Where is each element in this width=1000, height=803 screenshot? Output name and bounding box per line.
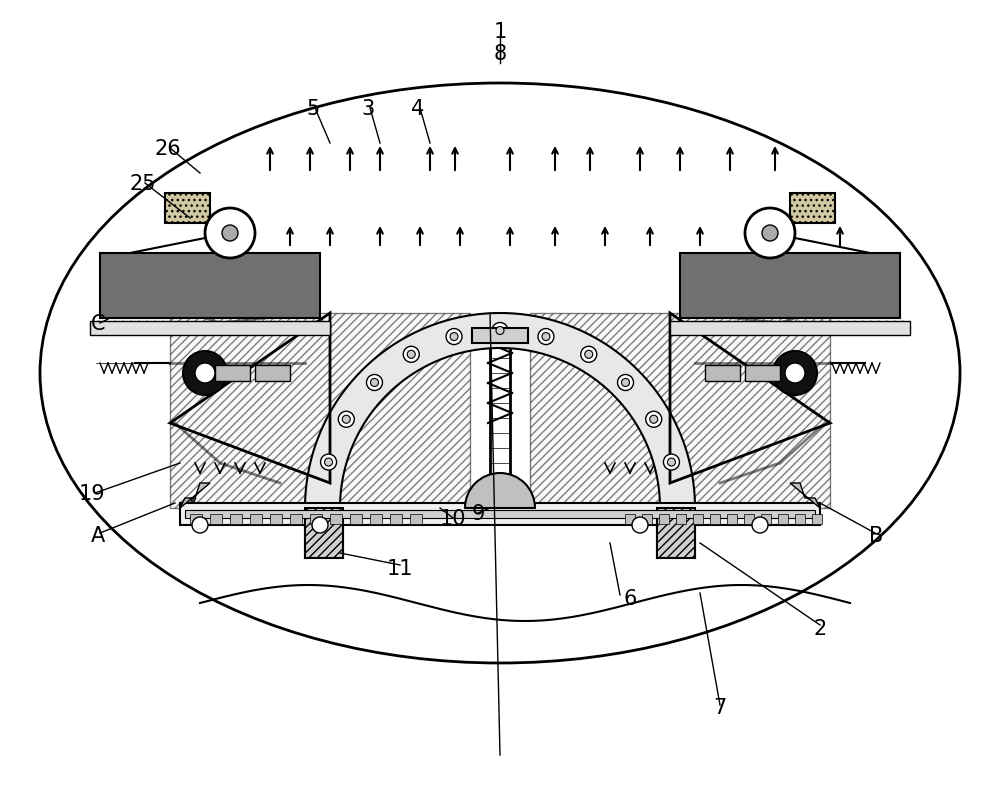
Circle shape — [325, 459, 333, 467]
Circle shape — [192, 517, 208, 533]
Text: 9: 9 — [471, 503, 485, 524]
Bar — [657, 508, 695, 558]
Circle shape — [370, 379, 378, 387]
Bar — [693, 515, 703, 524]
Wedge shape — [465, 474, 535, 508]
Bar — [165, 194, 210, 224]
Bar — [215, 365, 250, 381]
Bar — [330, 515, 342, 524]
Bar — [290, 515, 302, 524]
Circle shape — [222, 226, 238, 242]
Circle shape — [342, 416, 350, 424]
Circle shape — [338, 412, 354, 428]
Circle shape — [205, 209, 255, 259]
Bar — [761, 515, 771, 524]
Circle shape — [407, 351, 415, 359]
Circle shape — [663, 454, 679, 471]
Circle shape — [785, 364, 805, 384]
Text: 6: 6 — [623, 589, 637, 608]
Text: 19: 19 — [79, 483, 105, 503]
Circle shape — [585, 351, 593, 359]
Circle shape — [646, 412, 662, 428]
Circle shape — [542, 333, 550, 341]
Text: 1: 1 — [493, 22, 507, 42]
Polygon shape — [180, 483, 210, 508]
Circle shape — [403, 347, 419, 363]
Bar — [625, 515, 635, 524]
Circle shape — [762, 226, 778, 242]
Polygon shape — [305, 314, 695, 508]
Text: 26: 26 — [155, 139, 181, 159]
Bar — [705, 365, 740, 381]
Circle shape — [581, 347, 597, 363]
Bar — [305, 508, 343, 558]
Bar — [190, 515, 202, 524]
Text: 7: 7 — [713, 697, 727, 717]
Text: 8: 8 — [493, 44, 507, 64]
Text: 2: 2 — [813, 618, 827, 638]
Text: A: A — [91, 525, 105, 545]
Circle shape — [446, 329, 462, 345]
Polygon shape — [790, 483, 820, 508]
Circle shape — [450, 333, 458, 341]
Circle shape — [496, 327, 504, 335]
Circle shape — [538, 329, 554, 345]
Bar — [710, 515, 720, 524]
Circle shape — [366, 375, 382, 391]
Bar — [745, 365, 780, 381]
Circle shape — [773, 352, 817, 396]
Bar — [790, 194, 835, 224]
Bar — [255, 365, 290, 381]
Circle shape — [195, 364, 215, 384]
Bar — [390, 515, 402, 524]
Circle shape — [632, 517, 648, 533]
Bar — [370, 515, 382, 524]
Bar — [90, 321, 330, 336]
Bar — [642, 515, 652, 524]
Text: 11: 11 — [387, 558, 413, 578]
Bar — [744, 515, 754, 524]
Circle shape — [321, 454, 337, 471]
Text: 10: 10 — [440, 508, 466, 528]
Bar — [180, 503, 820, 525]
Bar — [778, 515, 788, 524]
Bar — [270, 515, 282, 524]
Text: C: C — [91, 314, 105, 333]
Circle shape — [492, 323, 508, 339]
Bar — [670, 321, 910, 336]
Circle shape — [745, 209, 795, 259]
Bar — [310, 515, 322, 524]
Bar — [210, 515, 222, 524]
Bar — [676, 515, 686, 524]
Bar — [727, 515, 737, 524]
Text: 3: 3 — [361, 99, 375, 119]
Circle shape — [622, 379, 630, 387]
Circle shape — [618, 375, 634, 391]
Bar — [230, 515, 242, 524]
Text: 4: 4 — [411, 99, 425, 119]
Circle shape — [650, 416, 658, 424]
Bar — [250, 515, 262, 524]
Circle shape — [667, 459, 675, 467]
Circle shape — [752, 517, 768, 533]
Circle shape — [312, 517, 328, 533]
Bar — [472, 328, 528, 344]
Bar — [680, 254, 900, 319]
Text: 25: 25 — [130, 173, 156, 194]
Bar — [795, 515, 805, 524]
Polygon shape — [530, 314, 830, 508]
Bar — [185, 511, 815, 519]
Text: B: B — [869, 525, 883, 545]
Bar — [659, 515, 669, 524]
Polygon shape — [170, 314, 470, 508]
Bar — [100, 254, 320, 319]
Circle shape — [183, 352, 227, 396]
Bar — [350, 515, 362, 524]
Bar — [410, 515, 422, 524]
Bar — [812, 515, 822, 524]
Text: 5: 5 — [306, 99, 320, 119]
